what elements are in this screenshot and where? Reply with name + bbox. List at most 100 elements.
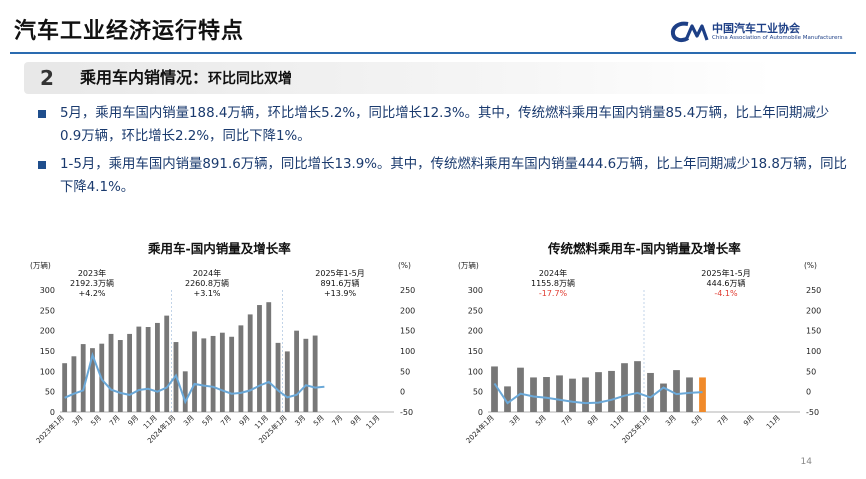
section-number: 2 <box>24 62 70 94</box>
y-tick-label: 50 <box>45 388 55 397</box>
y-tick-label: 200 <box>468 327 483 336</box>
y-tick-label: 0 <box>50 408 55 417</box>
slide-header: 汽车工业经济运行特点 中国汽车工业协会 China Association of… <box>0 0 866 54</box>
caam-logo: 中国汽车工业协会 China Association of Automobile… <box>670 18 852 48</box>
section-title-main: 乘用车内销情况： <box>80 68 209 87</box>
growth-rate-line <box>64 351 325 405</box>
bullet-square-icon <box>38 110 46 118</box>
y-tick-label: 200 <box>40 327 55 336</box>
x-tick-label: 7月 <box>716 414 730 428</box>
annotation-text: 2192.3万辆 <box>70 278 114 288</box>
passenger-car-chart: (万辆) (%) 0 50 100 150 200 250 300 -50 0 50 100 150 200… <box>30 260 415 445</box>
annotation-text: 891.6万辆 <box>321 278 360 288</box>
y2-tick-label: 250 <box>400 286 415 295</box>
x-tick-label: 11月 <box>365 414 382 431</box>
x-tick-label: 5月 <box>89 414 103 428</box>
sales-bar <box>673 370 680 412</box>
sales-bar <box>127 333 132 412</box>
section-title: 乘用车内销情况：环比同比双增 <box>70 62 774 94</box>
sales-bar <box>686 377 693 412</box>
y2-tick-label: 50 <box>400 367 410 376</box>
sales-bar <box>491 366 498 412</box>
y-tick-label: 100 <box>468 367 483 376</box>
sales-bar <box>257 305 262 412</box>
sales-bar <box>621 363 628 412</box>
y2-tick-label: -50 <box>400 408 413 417</box>
x-tick-label: 5月 <box>534 414 548 428</box>
chart-title-traditional: 传统燃料乘用车-国内销量及增长率 <box>548 241 741 256</box>
x-tick-label: 9月 <box>349 414 363 428</box>
annotation-text: +13.9% <box>324 289 357 298</box>
sales-bar <box>229 336 235 412</box>
logo-text-cn: 中国汽车工业协会 <box>712 22 800 35</box>
sales-bar <box>238 325 244 412</box>
annotation-text: -4.1% <box>714 289 738 298</box>
sales-bar <box>647 372 654 412</box>
chart-title-passenger: 乘用车-国内销量及增长率 <box>148 241 291 256</box>
x-tick-label: 9月 <box>742 414 756 428</box>
y2-tick-label: 150 <box>400 327 415 336</box>
logo-text-en: China Association of Automobile Manufact… <box>712 35 843 41</box>
section-subtitle: 环比同比双增 <box>208 71 293 87</box>
y2-tick-label: 100 <box>400 347 415 356</box>
y-tick-label: 50 <box>473 388 483 397</box>
sales-bar <box>164 315 170 412</box>
sales-bar <box>210 335 216 412</box>
bullet-item: 5月，乘用车国内销量188.4万辆，环比增长5.2%，同比增长12.3%。其中，… <box>38 102 848 148</box>
sales-bar <box>608 370 615 412</box>
y-tick-label: 150 <box>40 347 55 356</box>
growth-rate-line <box>493 382 703 405</box>
page-number: 14 <box>800 457 812 467</box>
page-title: 汽车工业经济运行特点 <box>14 19 245 44</box>
annotation-text: 1155.8万辆 <box>531 278 575 288</box>
sales-bar <box>517 367 524 412</box>
x-tick-label: 2024年1月 <box>464 413 496 445</box>
sales-bar <box>543 377 550 412</box>
sales-bar <box>556 375 563 412</box>
annotation-text: 444.6万辆 <box>707 278 746 288</box>
sales-bar <box>504 386 511 412</box>
x-tick-label: 3月 <box>182 414 196 428</box>
y-tick-label: 250 <box>468 306 483 315</box>
x-tick-label: 11月 <box>609 414 626 431</box>
bullet-list: 5月，乘用车国内销量188.4万辆，环比增长5.2%，同比增长12.3%。其中，… <box>38 102 848 204</box>
y2-tick-label: 250 <box>806 286 821 295</box>
sales-bar <box>182 371 188 412</box>
x-tick-label: 3月 <box>71 414 85 428</box>
x-tick-label: 11月 <box>765 414 782 431</box>
left-axis-unit: (万辆) <box>30 260 51 270</box>
bullet-item: 1-5月，乘用车国内销量891.6万辆，同比增长13.9%。其中，传统燃料乘用车… <box>38 153 848 199</box>
traditional-fuel-chart: (万辆) (%) 0 50 100 150 200 250 300 -50 0 50 100 150 200… <box>458 260 821 445</box>
sales-bar <box>219 332 225 412</box>
sales-bar <box>582 377 589 412</box>
x-tick-label: 3月 <box>664 414 678 428</box>
header-divider <box>10 52 856 54</box>
sales-bar <box>201 338 207 412</box>
y2-tick-label: 200 <box>400 306 415 315</box>
sales-bar <box>569 378 576 412</box>
x-tick-label: 7月 <box>108 414 122 428</box>
annotation-text: 2024年 <box>539 268 567 278</box>
y2-tick-label: 50 <box>806 367 816 376</box>
bullet-square-icon <box>38 161 46 169</box>
annotation-text: 2025年1-5月 <box>315 268 364 278</box>
annotation-text: +4.2% <box>78 289 105 298</box>
sales-bar <box>634 361 641 412</box>
x-tick-label: 7月 <box>331 414 345 428</box>
right-axis-unit: (%) <box>804 261 817 270</box>
x-tick-label: 9月 <box>238 414 252 428</box>
bullet-text: 5月，乘用车国内销量188.4万辆，环比增长5.2%，同比增长12.3%。其中，… <box>60 106 830 144</box>
y-tick-label: 300 <box>468 286 483 295</box>
right-axis-unit: (%) <box>398 261 411 270</box>
caam-logo-icon <box>670 21 709 43</box>
sales-bar <box>108 333 114 412</box>
left-axis-unit: (万辆) <box>458 260 479 270</box>
sales-bar <box>530 377 537 412</box>
x-tick-label: 3月 <box>294 414 308 428</box>
sales-bar <box>80 344 86 412</box>
bullet-text: 1-5月，乘用车国内销量891.6万辆，同比增长13.9%。其中，传统燃料乘用车… <box>60 157 847 195</box>
sales-bar <box>62 363 68 412</box>
sales-bar <box>595 372 602 412</box>
x-tick-label: 5月 <box>690 414 704 428</box>
x-tick-label: 5月 <box>312 414 326 428</box>
